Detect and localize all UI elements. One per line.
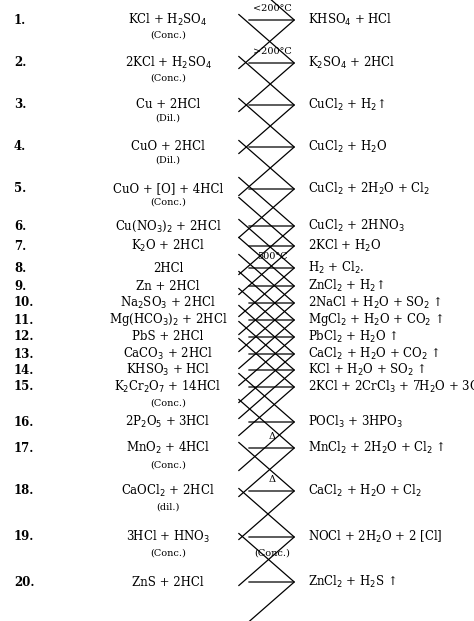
Text: 3HCl + HNO$_3$: 3HCl + HNO$_3$ (126, 529, 210, 545)
Text: 12.: 12. (14, 330, 35, 343)
Text: ZnCl$_2$ + H$_2$S ↑: ZnCl$_2$ + H$_2$S ↑ (308, 574, 397, 590)
Text: 4.: 4. (14, 140, 26, 153)
Text: Cu(NO$_3$)$_2$ + 2HCl: Cu(NO$_3$)$_2$ + 2HCl (115, 219, 221, 233)
Text: >200°C: >200°C (253, 47, 292, 56)
Text: 2P$_2$O$_5$ + 3HCl: 2P$_2$O$_5$ + 3HCl (125, 414, 210, 430)
Text: H$_2$ + Cl$_2$.: H$_2$ + Cl$_2$. (308, 260, 365, 276)
Text: MnCl$_2$ + 2H$_2$O + Cl$_2$ ↑: MnCl$_2$ + 2H$_2$O + Cl$_2$ ↑ (308, 440, 445, 456)
Text: 2NaCl + H$_2$O + SO$_2$ ↑: 2NaCl + H$_2$O + SO$_2$ ↑ (308, 295, 442, 311)
Text: CaCO$_3$ + 2HCl: CaCO$_3$ + 2HCl (123, 346, 213, 362)
Text: CuO + [O] + 4HCl: CuO + [O] + 4HCl (113, 183, 223, 196)
Text: 16.: 16. (14, 415, 35, 428)
Text: K$_2$O + 2HCl: K$_2$O + 2HCl (131, 238, 205, 254)
Text: 2KCl + H$_2$SO$_4$: 2KCl + H$_2$SO$_4$ (125, 55, 211, 71)
Text: 10.: 10. (14, 296, 35, 309)
Text: Δ: Δ (268, 432, 275, 441)
Text: K$_2$Cr$_2$O$_7$ + 14HCl: K$_2$Cr$_2$O$_7$ + 14HCl (115, 379, 221, 395)
Text: 9.: 9. (14, 279, 26, 292)
Text: Zn + 2HCl: Zn + 2HCl (136, 279, 200, 292)
Text: Δ: Δ (268, 475, 275, 484)
Text: (dil.): (dil.) (156, 502, 180, 512)
Text: CuCl$_2$ + 2H$_2$O + Cl$_2$: CuCl$_2$ + 2H$_2$O + Cl$_2$ (308, 181, 430, 197)
Text: (Conc.): (Conc.) (150, 197, 186, 207)
Text: 14.: 14. (14, 363, 35, 376)
Text: K$_2$SO$_4$ + 2HCl: K$_2$SO$_4$ + 2HCl (308, 55, 395, 71)
Text: KHSO$_4$ + HCl: KHSO$_4$ + HCl (308, 12, 392, 28)
Text: 500°C: 500°C (257, 252, 287, 261)
Text: 3.: 3. (14, 99, 27, 112)
Text: 13.: 13. (14, 348, 35, 361)
Text: PbCl$_2$ + H$_2$O ↑: PbCl$_2$ + H$_2$O ↑ (308, 329, 398, 345)
Text: 18.: 18. (14, 484, 35, 497)
Text: (Conc.): (Conc.) (150, 461, 186, 469)
Text: KCl + H$_2$SO$_4$: KCl + H$_2$SO$_4$ (128, 12, 208, 28)
Text: (Dil.): (Dil.) (155, 155, 181, 165)
Text: MgCl$_2$ + H$_2$O + CO$_2$ ↑: MgCl$_2$ + H$_2$O + CO$_2$ ↑ (308, 312, 444, 329)
Text: 7.: 7. (14, 240, 26, 253)
Text: CaCl$_2$ + H$_2$O + Cl$_2$: CaCl$_2$ + H$_2$O + Cl$_2$ (308, 483, 422, 499)
Text: CuCl$_2$ + H$_2$O: CuCl$_2$ + H$_2$O (308, 139, 387, 155)
Text: (Conc.): (Conc.) (150, 399, 186, 407)
Text: 6.: 6. (14, 219, 26, 232)
Text: NOCl + 2H$_2$O + 2 [Cl]: NOCl + 2H$_2$O + 2 [Cl] (308, 529, 443, 545)
Text: 17.: 17. (14, 442, 35, 455)
Text: CaCl$_2$ + H$_2$O + CO$_2$ ↑: CaCl$_2$ + H$_2$O + CO$_2$ ↑ (308, 346, 440, 362)
Text: CuO + 2HCl: CuO + 2HCl (131, 140, 205, 153)
Text: CuCl$_2$ + H$_2$↑: CuCl$_2$ + H$_2$↑ (308, 97, 386, 113)
Text: 11.: 11. (14, 314, 35, 327)
Text: 15.: 15. (14, 381, 35, 394)
Text: 8.: 8. (14, 261, 26, 274)
Text: POCl$_3$ + 3HPO$_3$: POCl$_3$ + 3HPO$_3$ (308, 414, 403, 430)
Text: 2HCl: 2HCl (153, 261, 183, 274)
Text: Na$_2$SO$_3$ + 2HCl: Na$_2$SO$_3$ + 2HCl (120, 295, 216, 311)
Text: KHSO$_3$ + HCl: KHSO$_3$ + HCl (126, 362, 210, 378)
Text: Cu + 2HCl: Cu + 2HCl (136, 99, 200, 112)
Text: 2.: 2. (14, 57, 27, 70)
Text: CaOCl$_2$ + 2HCl: CaOCl$_2$ + 2HCl (121, 483, 215, 499)
Text: 19.: 19. (14, 530, 35, 543)
Text: PbS + 2HCl: PbS + 2HCl (132, 330, 204, 343)
Text: (Dil.): (Dil.) (155, 114, 181, 122)
Text: 2KCl + H$_2$O: 2KCl + H$_2$O (308, 238, 381, 254)
Text: ZnS + 2HCl: ZnS + 2HCl (132, 576, 204, 589)
Text: KCl + H$_2$O + SO$_2$ ↑: KCl + H$_2$O + SO$_2$ ↑ (308, 362, 426, 378)
Text: (Conc.): (Conc.) (150, 73, 186, 83)
Text: CuCl$_2$ + 2HNO$_3$: CuCl$_2$ + 2HNO$_3$ (308, 218, 405, 234)
Text: 20.: 20. (14, 576, 35, 589)
Text: <200°C: <200°C (253, 4, 292, 13)
Text: MnO$_2$ + 4HCl: MnO$_2$ + 4HCl (126, 440, 210, 456)
Text: ZnCl$_2$ + H$_2$↑: ZnCl$_2$ + H$_2$↑ (308, 278, 385, 294)
Text: 5.: 5. (14, 183, 26, 196)
Text: 2KCl + 2CrCl$_3$ + 7H$_2$O + 3Cl$_2$ ↑: 2KCl + 2CrCl$_3$ + 7H$_2$O + 3Cl$_2$ ↑ (308, 379, 474, 395)
Text: Mg(HCO$_3$)$_2$ + 2HCl: Mg(HCO$_3$)$_2$ + 2HCl (109, 312, 227, 329)
Text: (Conc.): (Conc.) (150, 548, 186, 558)
Text: (Conc.): (Conc.) (254, 548, 290, 558)
Text: (Conc.): (Conc.) (150, 30, 186, 40)
Text: 1.: 1. (14, 14, 26, 27)
